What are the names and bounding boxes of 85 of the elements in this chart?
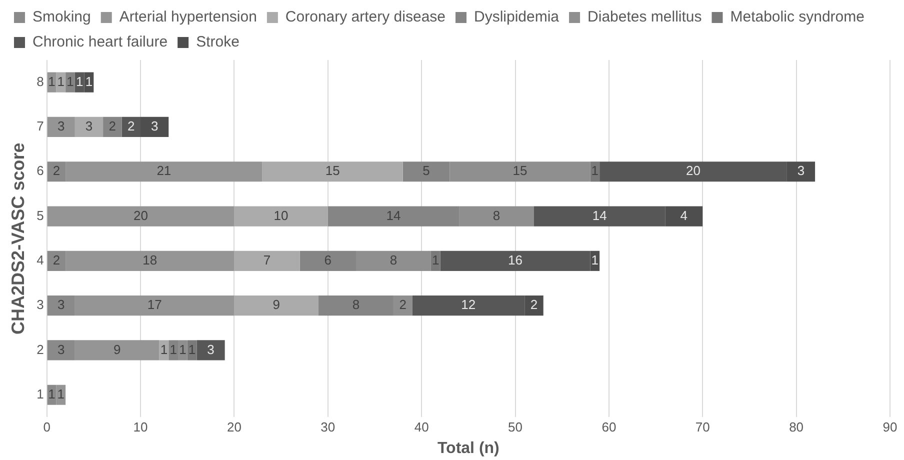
legend-label: Diabetes mellitus bbox=[588, 8, 702, 26]
data-label: 2 bbox=[128, 118, 135, 134]
legend-label: Stroke bbox=[196, 34, 240, 51]
legend-label: Arterial hypertension bbox=[119, 8, 257, 26]
data-label: 8 bbox=[390, 252, 398, 268]
data-label: 17 bbox=[147, 297, 162, 312]
data-label: 2 bbox=[52, 252, 60, 268]
data-label: 7 bbox=[263, 252, 271, 268]
data-label: 1 bbox=[160, 342, 168, 357]
bar bbox=[262, 162, 403, 182]
data-label: 1 bbox=[591, 252, 599, 268]
bar bbox=[196, 340, 225, 360]
data-label: 1 bbox=[57, 386, 64, 402]
data-label: 3 bbox=[58, 118, 65, 134]
data-label: 2 bbox=[399, 297, 406, 312]
data-label: 1 bbox=[76, 74, 84, 89]
data-label: 9 bbox=[113, 342, 121, 357]
legend-label: Chronic heart failure bbox=[32, 34, 168, 51]
data-label: 9 bbox=[272, 297, 280, 312]
x-tick-label: 30 bbox=[320, 420, 336, 435]
bar bbox=[234, 296, 319, 316]
legend-label: Smoking bbox=[32, 8, 91, 26]
data-label: 8 bbox=[352, 297, 360, 312]
data-label: 6 bbox=[324, 252, 332, 268]
y-tick-label: 1 bbox=[36, 386, 44, 402]
legend-label: Metabolic syndrome bbox=[730, 8, 864, 26]
x-axis-title: Total (n) bbox=[437, 440, 500, 457]
data-label: 14 bbox=[386, 208, 401, 223]
x-tick-label: 80 bbox=[789, 420, 804, 435]
y-tick-label: 8 bbox=[36, 74, 44, 89]
x-tick-label: 10 bbox=[133, 420, 148, 435]
y-axis-title: CHA2DS2-VASC score bbox=[8, 142, 28, 334]
bar bbox=[234, 250, 300, 271]
x-tick-label: 90 bbox=[882, 420, 898, 435]
bar bbox=[47, 206, 234, 226]
bar bbox=[74, 116, 104, 138]
data-label: 1 bbox=[48, 74, 56, 89]
x-tick-label: 0 bbox=[43, 420, 50, 435]
data-label: 21 bbox=[156, 163, 172, 178]
data-label: 18 bbox=[142, 252, 158, 268]
data-label: 1 bbox=[57, 74, 64, 89]
data-label: 1 bbox=[66, 74, 74, 89]
data-label: 3 bbox=[58, 342, 65, 357]
x-tick-label: 70 bbox=[695, 420, 710, 435]
data-label: 1 bbox=[170, 342, 177, 357]
data-label: 2 bbox=[108, 118, 116, 134]
data-label: 14 bbox=[592, 208, 607, 223]
x-tick-label: 60 bbox=[602, 420, 616, 435]
data-label: 1 bbox=[179, 342, 186, 357]
data-label: 1 bbox=[591, 163, 599, 178]
data-label: 3 bbox=[85, 118, 93, 134]
data-label: 3 bbox=[58, 297, 65, 312]
y-tick-label: 4 bbox=[36, 252, 44, 268]
data-label: 16 bbox=[508, 252, 522, 268]
bar bbox=[47, 116, 75, 138]
data-label: 1 bbox=[188, 342, 196, 357]
y-tick-label: 6 bbox=[36, 163, 44, 178]
data-label: 3 bbox=[207, 342, 214, 357]
data-label: 3 bbox=[150, 118, 158, 134]
data-label: 5 bbox=[422, 163, 430, 178]
x-tick-label: 20 bbox=[226, 420, 242, 435]
y-tick-label: 2 bbox=[36, 342, 44, 357]
y-tick-label: 5 bbox=[36, 208, 44, 223]
data-label: 15 bbox=[325, 163, 340, 178]
data-label: 2 bbox=[52, 163, 60, 178]
data-label: 15 bbox=[512, 163, 528, 178]
data-label: 2 bbox=[530, 297, 538, 312]
data-label: 1 bbox=[85, 74, 93, 89]
data-label: 10 bbox=[274, 208, 288, 223]
data-label: 1 bbox=[432, 252, 440, 268]
legend-label: Dyslipidemia bbox=[474, 8, 560, 26]
data-label: 4 bbox=[680, 208, 688, 223]
x-tick-label: 40 bbox=[414, 420, 429, 435]
data-label: 12 bbox=[461, 297, 476, 312]
data-label: 20 bbox=[134, 208, 148, 223]
data-label: 3 bbox=[797, 163, 805, 178]
x-tick-label: 50 bbox=[508, 420, 522, 435]
legend-label: Coronary artery disease bbox=[285, 8, 446, 26]
bar bbox=[103, 116, 122, 138]
data-label: 1 bbox=[48, 386, 56, 402]
data-label: 20 bbox=[686, 163, 700, 178]
data-label: 8 bbox=[492, 208, 500, 223]
bar bbox=[234, 206, 328, 226]
y-tick-label: 7 bbox=[36, 118, 44, 134]
y-tick-label: 3 bbox=[36, 297, 44, 312]
